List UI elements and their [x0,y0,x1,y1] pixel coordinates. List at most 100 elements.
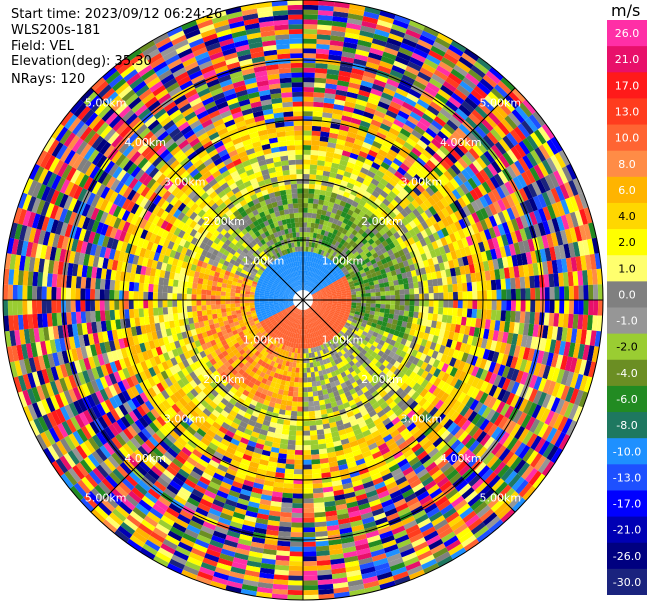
ppi-gate [290,342,294,348]
ppi-gate [317,283,323,288]
ppi-gate [295,367,300,373]
ppi-gate [291,272,295,278]
ppi-gate [357,318,364,323]
ppi-gate [297,203,303,208]
ppi-gate [317,319,322,324]
ppi-gate [384,286,390,292]
ppi-gate [254,275,260,281]
ppi-gate [312,293,317,297]
ppi-gate [280,438,289,445]
ppi-gate [265,287,271,292]
ppi-gate [332,330,338,337]
ppi-gate [271,320,277,325]
ppi-gate [292,232,297,238]
ppi-gate [339,312,345,316]
ppi-gate [252,315,258,320]
ppi-gate [285,135,295,142]
ppi-gate [260,343,267,350]
ppi-gate [367,354,375,362]
ppi-gate [336,307,342,311]
ppi-gate [303,425,310,431]
ppi-gate [287,150,296,156]
ppi-gate [342,341,348,347]
ppi-gate [315,308,320,312]
ppi-gate [285,458,295,465]
ppi-gate [291,312,295,317]
ppi-gate [286,145,296,151]
ppi-gate [297,193,303,199]
ppi-gate [310,227,315,233]
ppi-gate [318,271,324,277]
ppi-gate [307,382,313,388]
ppi-gate [299,329,302,335]
ppi-gate [338,271,344,277]
ppi-gate [364,309,371,315]
ppi-gate [343,324,350,330]
ppi-gate [223,274,230,280]
ppi-gate [216,312,223,319]
ppi-gate [354,367,362,375]
ppi-gate [307,203,314,209]
ppi-gate [298,285,301,291]
ppi-gate [268,296,274,299]
ppi-gate [109,279,116,291]
ppi-gate [320,260,325,267]
ppi-gate [282,349,287,356]
ppi-gate [295,328,299,334]
ppi-gate [294,313,297,318]
ppi-gate [269,289,276,293]
ppi-gate [336,220,343,227]
ppi-gate [353,281,360,287]
ppi-gate [294,222,300,228]
ppi-gate [295,154,303,160]
ppi-gate [267,322,273,328]
ppi-gate [246,326,253,332]
ppi-gate [409,288,415,295]
ppi-gate [278,274,284,280]
ppi-gate [333,313,339,318]
ppi-gate [447,284,453,293]
ppi-gate [328,260,334,266]
ppi-gate [296,271,300,277]
ppi-gate [380,268,387,275]
ppi-gate [300,280,303,286]
ppi-gate [239,334,246,340]
ppi-gate [306,275,309,281]
ppi-gate [303,96,314,102]
ppi-gate [283,345,288,351]
ppi-gate [321,306,327,309]
ppi-gate [312,232,318,239]
ppi-gate [264,295,270,299]
ppi-gate [322,358,328,365]
ppi-gate [269,239,275,246]
ppi-gate [313,366,319,372]
ppi-gate [287,286,292,291]
ppi-gate [233,273,240,279]
ppi-gate [292,266,296,273]
ppi-gate [313,193,320,200]
ppi-gate [281,497,293,504]
ppi-gate [351,229,358,236]
ppi-gate [307,377,312,383]
ppi-gate [186,300,192,307]
ppi-gate [114,309,121,320]
ppi-gate [336,363,342,370]
ppi-gate [491,289,497,300]
ppi-gate [94,289,100,300]
ppi-gate [307,281,311,287]
ppi-gate [238,348,246,356]
ppi-gate [104,310,111,321]
ppi-gate [323,268,328,274]
ppi-gate [227,341,234,348]
ppi-gate [284,184,292,190]
ppi-gate [206,309,212,316]
ppi-gate [270,277,276,282]
ppi-gate [241,358,248,365]
ppi-gate [378,312,385,318]
ppi-gate [341,304,347,307]
ppi-gate [289,303,294,307]
ppi-gate [317,433,325,440]
ppi-gate [333,282,339,287]
ppi-gate [333,272,339,278]
ppi-gate [366,296,372,300]
